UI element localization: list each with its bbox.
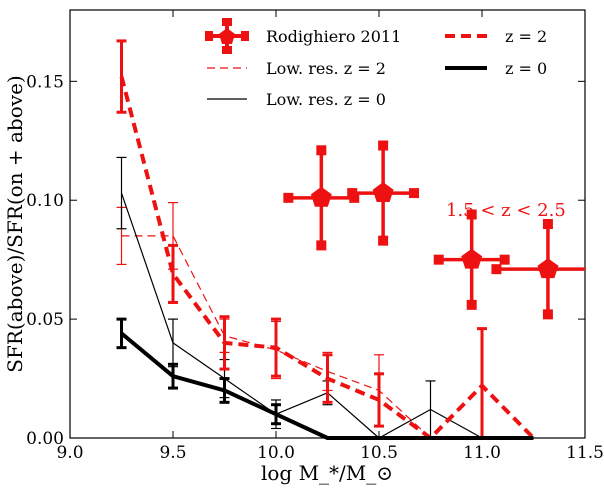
- redshift-annotation: 1.5 < z < 2.5: [446, 200, 566, 221]
- x-tick-label: 11.0: [463, 443, 501, 463]
- y-tick-label: 0.00: [26, 429, 64, 449]
- x-tick-label: 9.5: [159, 443, 186, 463]
- series-line: [120, 331, 534, 440]
- data-point: [491, 219, 585, 320]
- y-error-cap: [378, 235, 389, 246]
- legend-label-rodighiero: Rodighiero 2011: [266, 27, 401, 46]
- y-error-cap: [466, 299, 477, 310]
- series-thick-dashed: [116, 39, 535, 440]
- x-error-cap: [491, 264, 502, 275]
- x-tick-label: 10.5: [360, 443, 398, 463]
- x-error-cap: [433, 254, 444, 265]
- x-tick-label: 11.5: [566, 443, 604, 463]
- pentagon-marker: [461, 248, 483, 269]
- legend-label-z0: z = 0: [505, 59, 547, 78]
- y-error-cap: [542, 219, 553, 229]
- y-error-cap: [466, 209, 477, 220]
- y-error-cap: [316, 145, 327, 156]
- y-tick-label: 0.10: [26, 191, 64, 211]
- y-axis-label: SFR(above)/SFR(on + above): [3, 75, 27, 372]
- series-rodighiero: [283, 140, 585, 320]
- data-point: [433, 209, 510, 310]
- series-thick-solid: [116, 317, 534, 440]
- x-error-cap: [499, 254, 510, 265]
- pentagon-marker: [372, 182, 394, 202]
- legend-label-lowres-z2: Low. res. z = 2: [266, 59, 386, 78]
- legend: Rodighiero 2011 Low. res. z = 2 Low. res…: [205, 18, 547, 109]
- x-tick-label: 9.0: [56, 443, 83, 463]
- x-error-cap: [409, 188, 420, 199]
- data-point: [347, 140, 420, 246]
- x-axis-label: log M_*/M_⊙: [261, 461, 393, 485]
- y-tick-label: 0.15: [26, 72, 64, 92]
- axis-ticks: 9.0 9.5 10.0 10.5 11.0 11.5 0.00 0.05 0.10 0.15: [26, 10, 604, 463]
- legend-marker-rodighiero: [205, 18, 249, 54]
- y-error-cap: [378, 140, 389, 151]
- legend-label-z2: z = 2: [505, 27, 547, 46]
- x-error-cap: [347, 188, 358, 199]
- x-tick-label: 10.0: [257, 443, 295, 463]
- legend-label-lowres-z0: Low. res. z = 0: [266, 90, 386, 109]
- series-layer: [116, 39, 585, 440]
- y-error-cap: [542, 309, 553, 320]
- x-error-cap: [283, 192, 294, 203]
- y-error-cap: [316, 240, 327, 251]
- y-tick-label: 0.05: [26, 310, 64, 330]
- pentagon-marker: [537, 258, 559, 279]
- pentagon-marker: [310, 186, 332, 207]
